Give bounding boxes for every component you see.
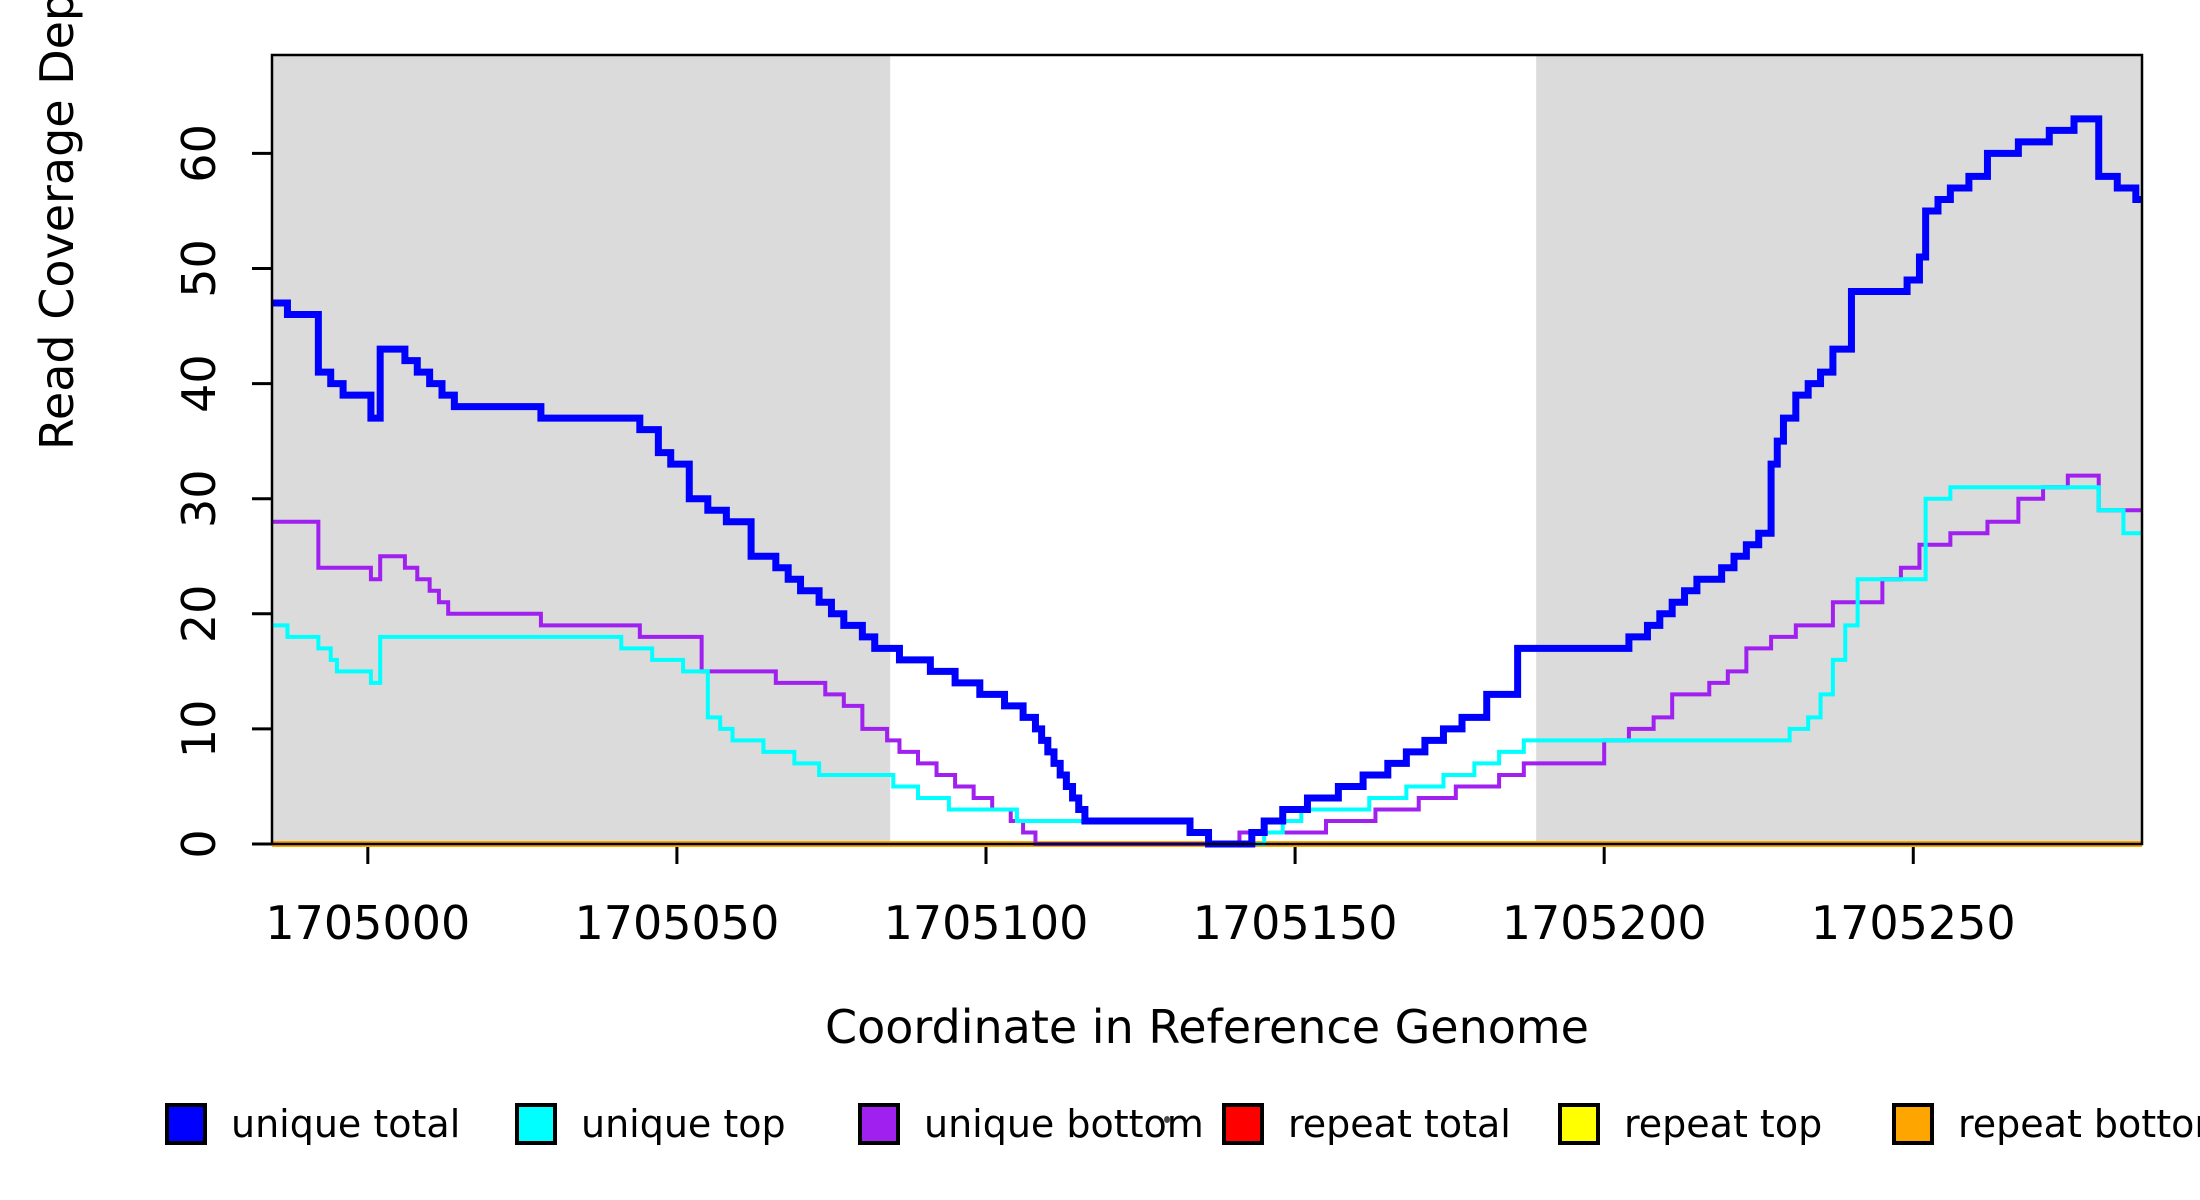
x-tick-label: 1705000 bbox=[265, 896, 470, 950]
unique-bottom-swatch-icon bbox=[858, 1103, 900, 1145]
repeat-bottom-swatch-icon bbox=[1892, 1103, 1934, 1145]
legend-item-repeat-bottom: repeat bottom bbox=[1892, 1103, 2200, 1145]
y-tick-label: 40 bbox=[172, 354, 226, 413]
legend-label: unique top bbox=[581, 1102, 786, 1146]
legend-label: unique bottom bbox=[924, 1102, 1204, 1146]
legend-item-unique-bottom: unique bottom bbox=[858, 1103, 1204, 1145]
right-gray-band bbox=[1536, 55, 2142, 844]
legend-item-unique-top: unique top bbox=[515, 1103, 786, 1145]
x-tick-label: 1705050 bbox=[574, 896, 779, 950]
x-tick-label: 1705150 bbox=[1193, 896, 1398, 950]
legend-item-repeat-total: repeat total bbox=[1222, 1103, 1511, 1145]
repeat-top-swatch-icon bbox=[1558, 1103, 1600, 1145]
y-tick-label: 60 bbox=[172, 124, 226, 183]
legend-item-repeat-top: repeat top bbox=[1558, 1103, 1822, 1145]
plot-legend: unique total unique top unique bottom re… bbox=[0, 1103, 2200, 1159]
legend-label: repeat top bbox=[1624, 1102, 1823, 1146]
unique-total-swatch-icon bbox=[165, 1103, 207, 1145]
y-tick-label: 50 bbox=[172, 239, 226, 298]
x-axis-title: Coordinate in Reference Genome bbox=[825, 1000, 1589, 1054]
series-unique-bottom bbox=[272, 473, 2142, 846]
left-gray-band bbox=[272, 55, 891, 844]
x-tick-label: 1705250 bbox=[1811, 896, 2016, 950]
x-tick-label: 1705200 bbox=[1502, 896, 1707, 950]
legend-label: unique total bbox=[231, 1102, 461, 1146]
y-tick-label: 20 bbox=[172, 585, 226, 644]
y-tick-label: 30 bbox=[172, 469, 226, 528]
y-tick-label: 10 bbox=[172, 700, 226, 759]
unique-top-swatch-icon bbox=[515, 1103, 557, 1145]
y-tick-label: 0 bbox=[172, 829, 226, 858]
legend-item-unique-total: unique total bbox=[165, 1103, 460, 1145]
legend-label: repeat bottom bbox=[1958, 1102, 2200, 1146]
stray-dot-mark bbox=[1164, 1116, 1170, 1123]
repeat-total-swatch-icon bbox=[1222, 1103, 1264, 1145]
legend-label: repeat total bbox=[1288, 1102, 1511, 1146]
plot-border-box bbox=[270, 53, 2144, 846]
x-tick-label: 1705100 bbox=[884, 896, 1089, 950]
